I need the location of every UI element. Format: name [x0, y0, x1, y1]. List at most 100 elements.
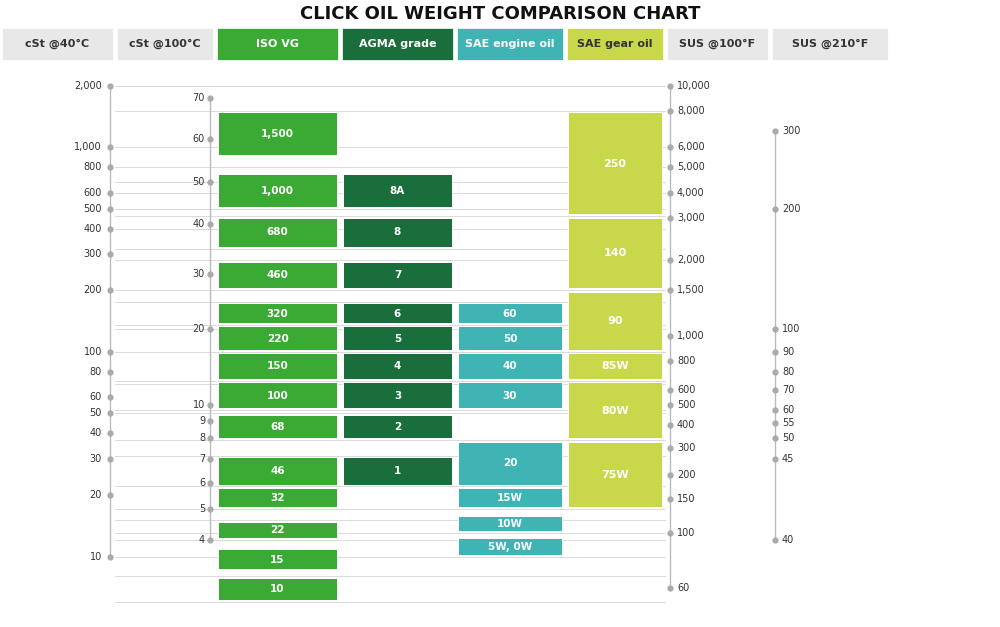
Text: 20: 20: [193, 324, 205, 334]
Bar: [458, 441, 562, 485]
Text: 2: 2: [394, 422, 401, 432]
Text: 15W: 15W: [497, 493, 523, 503]
Text: 90: 90: [607, 316, 623, 326]
Text: 800: 800: [677, 356, 695, 366]
Text: 80W: 80W: [601, 406, 629, 416]
Bar: [567, 28, 663, 60]
Bar: [217, 28, 338, 60]
Text: 60: 60: [503, 308, 517, 319]
Text: 1,000: 1,000: [74, 142, 102, 152]
Bar: [218, 218, 337, 246]
Text: 45: 45: [782, 454, 794, 464]
Text: 10: 10: [270, 584, 285, 594]
Text: 100: 100: [782, 324, 800, 334]
Text: 75W: 75W: [601, 470, 629, 480]
Text: 300: 300: [782, 126, 800, 136]
Bar: [667, 28, 768, 60]
Text: 600: 600: [677, 385, 695, 395]
Text: 5,000: 5,000: [677, 162, 705, 172]
Text: SAE gear oil: SAE gear oil: [577, 39, 653, 49]
Text: 40: 40: [90, 428, 102, 438]
Bar: [218, 382, 337, 408]
Bar: [218, 303, 337, 324]
Bar: [568, 382, 662, 438]
Text: 40: 40: [193, 219, 205, 229]
Text: 4,000: 4,000: [677, 187, 705, 198]
Text: 300: 300: [84, 250, 102, 259]
Text: 10,000: 10,000: [677, 81, 711, 91]
Text: 50: 50: [90, 409, 102, 418]
Text: 60: 60: [90, 393, 102, 403]
Bar: [458, 488, 562, 507]
Bar: [458, 516, 562, 531]
Text: 200: 200: [782, 204, 800, 214]
Text: 80: 80: [90, 367, 102, 377]
Bar: [458, 382, 562, 408]
Text: 140: 140: [603, 248, 627, 258]
Text: 50: 50: [193, 177, 205, 187]
Text: 50: 50: [782, 433, 794, 443]
Text: SUS @210°F: SUS @210°F: [792, 39, 868, 49]
Bar: [343, 261, 452, 288]
Bar: [218, 522, 337, 539]
Text: 1,500: 1,500: [261, 129, 294, 139]
Text: 1,000: 1,000: [261, 186, 294, 196]
Text: cSt @40°C: cSt @40°C: [25, 39, 90, 49]
Bar: [218, 174, 337, 207]
Text: 7: 7: [394, 270, 401, 280]
Bar: [457, 28, 563, 60]
Bar: [568, 441, 662, 507]
Bar: [218, 327, 337, 350]
Bar: [343, 457, 452, 485]
Text: 150: 150: [677, 495, 696, 505]
Text: 68: 68: [270, 422, 285, 432]
Text: SUS @100°F: SUS @100°F: [679, 39, 756, 49]
Text: 6,000: 6,000: [677, 142, 705, 152]
Text: 10W: 10W: [497, 519, 523, 529]
Text: 100: 100: [84, 347, 102, 357]
Bar: [218, 457, 337, 485]
Text: 30: 30: [503, 391, 517, 401]
Text: 20: 20: [90, 490, 102, 500]
Text: 85W: 85W: [601, 362, 629, 371]
Text: 8,000: 8,000: [677, 106, 705, 116]
Bar: [568, 292, 662, 350]
Bar: [218, 414, 337, 438]
Text: 600: 600: [84, 187, 102, 198]
Text: 50: 50: [503, 334, 517, 344]
Text: 8: 8: [394, 228, 401, 238]
Text: 5: 5: [199, 504, 205, 514]
Text: 2,000: 2,000: [74, 81, 102, 91]
Text: SAE engine oil: SAE engine oil: [465, 39, 555, 49]
Bar: [218, 112, 337, 155]
Text: 32: 32: [270, 493, 285, 503]
Bar: [218, 577, 337, 600]
Bar: [568, 112, 662, 214]
Text: 220: 220: [267, 334, 288, 344]
Text: 10: 10: [193, 400, 205, 410]
Text: 250: 250: [604, 159, 626, 169]
Bar: [218, 353, 337, 379]
Text: CLICK OIL WEIGHT COMPARISON CHART: CLICK OIL WEIGHT COMPARISON CHART: [300, 5, 700, 23]
Bar: [343, 414, 452, 438]
Text: 60: 60: [193, 134, 205, 144]
Bar: [117, 28, 213, 60]
Bar: [568, 218, 662, 288]
Text: 200: 200: [84, 285, 102, 295]
Text: 460: 460: [267, 270, 288, 280]
Text: 150: 150: [267, 362, 288, 371]
Bar: [343, 353, 452, 379]
Bar: [343, 174, 452, 207]
Text: 8A: 8A: [390, 186, 405, 196]
Bar: [2, 28, 113, 60]
Bar: [343, 382, 452, 408]
Text: AGMA grade: AGMA grade: [359, 39, 436, 49]
Text: 10: 10: [90, 552, 102, 562]
Text: 8: 8: [199, 433, 205, 443]
Bar: [343, 303, 452, 324]
Text: 3,000: 3,000: [677, 213, 705, 223]
Text: ISO VG: ISO VG: [256, 39, 299, 49]
Text: 46: 46: [270, 466, 285, 477]
Text: 500: 500: [84, 204, 102, 214]
Text: 9: 9: [199, 416, 205, 426]
